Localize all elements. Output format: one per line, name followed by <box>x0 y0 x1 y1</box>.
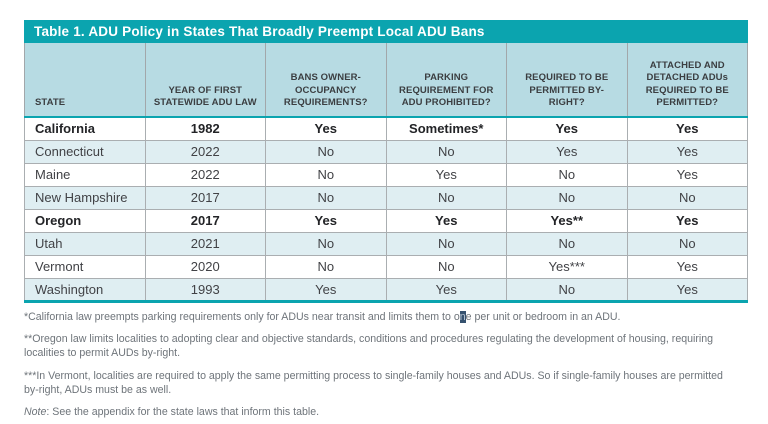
table-row-california: California 1982 Yes Sometimes* Yes Yes <box>24 116 748 141</box>
table-cell: 1993 <box>144 277 266 303</box>
table-cell: No <box>385 185 507 210</box>
column-header-owner-occupancy: BANS OWNER-OCCUPANCY REQUIREMENTS? <box>265 43 387 118</box>
state-cell: Vermont <box>24 254 146 279</box>
table-cell: No <box>265 139 387 164</box>
state-cell: California <box>24 116 146 141</box>
table-cell: Yes <box>265 116 387 141</box>
table-cell: 2022 <box>144 162 266 187</box>
table-row-washington: Washington 1993 Yes Yes No Yes <box>24 277 748 303</box>
table-cell: Yes <box>385 208 507 233</box>
table-cell: Yes <box>385 162 507 187</box>
table-cell: No <box>385 139 507 164</box>
table-cell: 1982 <box>144 116 266 141</box>
table-cell: Yes <box>626 162 748 187</box>
table-row-utah: Utah 2021 No No No No <box>24 231 748 256</box>
table-cell: No <box>385 231 507 256</box>
table-cell: 2017 <box>144 208 266 233</box>
table-cell: Yes <box>506 116 628 141</box>
adu-policy-table: Table 1. ADU Policy in States That Broad… <box>24 20 748 303</box>
footnote-oregon: **Oregon law limits localities to adopti… <box>24 333 714 360</box>
table-cell: No <box>385 254 507 279</box>
text-cursor-highlight: n <box>459 310 466 323</box>
table-cell: Yes <box>506 139 628 164</box>
table-cell: No <box>506 162 628 187</box>
state-cell: Maine <box>24 162 146 187</box>
footnote-vermont: ***In Vermont, localities are required t… <box>24 369 723 396</box>
column-header-year: YEAR OF FIRST STATEWIDE ADU LAW <box>144 43 266 118</box>
table-cell: Yes** <box>506 208 628 233</box>
table-cell: No <box>265 231 387 256</box>
table-cell: Yes <box>385 277 507 303</box>
table-row-maine: Maine 2022 No Yes No Yes <box>24 162 748 187</box>
table-cell: 2020 <box>144 254 266 279</box>
table-cell: No <box>265 162 387 187</box>
column-header-attached-detached: ATTACHED AND DETACHED ADUs REQUIRED TO B… <box>626 43 748 118</box>
table-cell: Yes*** <box>506 254 628 279</box>
footnote-text: e per unit or bedroom in an ADU. <box>465 310 621 323</box>
footnote-california: *California law preempts parking require… <box>24 310 736 325</box>
table-cell: No <box>506 277 628 303</box>
state-cell: Washington <box>24 277 146 303</box>
table-title: Table 1. ADU Policy in States That Broad… <box>34 24 485 39</box>
state-cell: Connecticut <box>24 139 146 164</box>
table-cell: Yes <box>626 277 748 303</box>
state-cell: Oregon <box>24 208 146 233</box>
header-row: STATE YEAR OF FIRST STATEWIDE ADU LAW BA… <box>24 43 748 118</box>
table-cell: Yes <box>626 254 748 279</box>
table-cell: No <box>626 231 748 256</box>
table-cell: No <box>265 254 387 279</box>
footnotes: *California law preempts parking require… <box>24 310 736 421</box>
table-cell: 2017 <box>144 185 266 210</box>
state-cell: Utah <box>24 231 146 256</box>
table-cell: Yes <box>265 277 387 303</box>
column-header-parking: PARKING REQUIREMENT FOR ADU PROHIBITED? <box>385 43 507 118</box>
table-body: California 1982 Yes Sometimes* Yes Yes C… <box>24 116 748 303</box>
column-header-by-right: REQUIRED TO BE PERMITTED BY-RIGHT? <box>506 43 628 118</box>
table-header: STATE YEAR OF FIRST STATEWIDE ADU LAW BA… <box>24 43 748 118</box>
table-cell: Sometimes* <box>385 116 507 141</box>
table-cell: 2022 <box>144 139 266 164</box>
table-title-bar: Table 1. ADU Policy in States That Broad… <box>24 20 748 43</box>
footnote-text: *California law preempts parking require… <box>24 310 460 323</box>
table-row-new-hampshire: New Hampshire 2017 No No No No <box>24 185 748 210</box>
table-row-vermont: Vermont 2020 No No Yes*** Yes <box>24 254 748 279</box>
table-note: Note: See the appendix for the state law… <box>24 406 736 420</box>
table-cell: No <box>626 185 748 210</box>
table-row-oregon: Oregon 2017 Yes Yes Yes** Yes <box>24 208 748 233</box>
state-cell: New Hampshire <box>24 185 146 210</box>
table-row-connecticut: Connecticut 2022 No No Yes Yes <box>24 139 748 164</box>
table-cell: No <box>506 231 628 256</box>
note-text: : See the appendix for the state laws th… <box>46 406 320 419</box>
table-cell: 2021 <box>144 231 266 256</box>
table-cell: No <box>506 185 628 210</box>
table-cell: Yes <box>626 116 748 141</box>
column-header-state: STATE <box>24 43 146 118</box>
note-label: Note <box>24 406 47 419</box>
table-cell: No <box>265 185 387 210</box>
data-table: STATE YEAR OF FIRST STATEWIDE ADU LAW BA… <box>24 43 748 303</box>
table-cell: Yes <box>626 208 748 233</box>
table-cell: Yes <box>626 139 748 164</box>
table-cell: Yes <box>265 208 387 233</box>
